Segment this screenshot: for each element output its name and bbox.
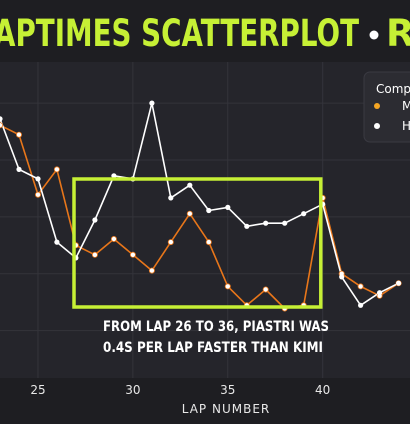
- title-separator-dot: [369, 30, 379, 40]
- data-point-m: [35, 191, 42, 198]
- x-axis-label: LAP NUMBER: [182, 402, 271, 416]
- data-point-h: [282, 220, 288, 226]
- series-line-m: [0, 124, 400, 310]
- data-point-h: [301, 211, 307, 217]
- data-point-h: [225, 204, 231, 210]
- chart-title-tail: R: [386, 12, 410, 55]
- data-point-h: [16, 166, 22, 172]
- legend-marker-h: [374, 123, 380, 129]
- annotation-box: [72, 177, 323, 309]
- data-point-m: [110, 235, 117, 242]
- data-point-m: [224, 283, 231, 290]
- data-point-h: [92, 217, 98, 223]
- data-point-h: [244, 223, 250, 229]
- data-point-h: [35, 176, 41, 182]
- annotation-line-2: 0.4S PER LAP FASTER THAN KIMI: [103, 340, 323, 356]
- data-point-h: [206, 207, 212, 214]
- legend-title: Comp: [376, 82, 410, 96]
- legend-marker-m: [374, 103, 380, 109]
- x-axis-ticks: 25 30 35 40: [30, 383, 330, 397]
- x-tick-label: 30: [125, 383, 140, 397]
- x-tick-label: 35: [220, 383, 235, 397]
- data-point-m: [129, 251, 136, 258]
- plot-area: [0, 62, 410, 378]
- data-point-m: [148, 267, 155, 274]
- legend-label-h: H: [402, 119, 410, 133]
- data-point-m: [0, 122, 3, 129]
- data-point-h: [187, 182, 193, 188]
- annotation-line-1: FROM LAP 26 TO 36, PIASTRI WAS: [103, 319, 329, 335]
- data-point-h: [54, 239, 60, 245]
- legend-label-m: M: [402, 99, 410, 113]
- annotation-text: FROM LAP 26 TO 36, PIASTRI WAS 0.4S PER …: [103, 319, 329, 356]
- data-point-h: [111, 173, 117, 179]
- data-point-m: [91, 251, 98, 258]
- data-point-m: [53, 166, 60, 173]
- series-line-h: [0, 102, 399, 307]
- x-tick-label: 40: [315, 383, 330, 397]
- x-tick-label: 25: [30, 383, 45, 397]
- data-point-m: [262, 286, 269, 293]
- data-point-h: [263, 220, 269, 226]
- data-point-m: [167, 239, 174, 246]
- data-point-h: [0, 116, 3, 122]
- data-point-m: [357, 283, 364, 290]
- data-point-h: [377, 290, 383, 296]
- chart-title: APTIMES SCATTERPLOT: [0, 12, 360, 55]
- legend: Comp M H: [363, 71, 410, 143]
- data-point-h: [358, 302, 364, 308]
- data-point-m: [205, 239, 212, 246]
- data-point-h: [168, 195, 174, 201]
- data-point-h: [396, 280, 402, 286]
- data-point-m: [15, 131, 22, 138]
- data-point-m: [186, 210, 193, 217]
- data-point-h: [149, 100, 155, 106]
- data-point-h: [339, 274, 345, 280]
